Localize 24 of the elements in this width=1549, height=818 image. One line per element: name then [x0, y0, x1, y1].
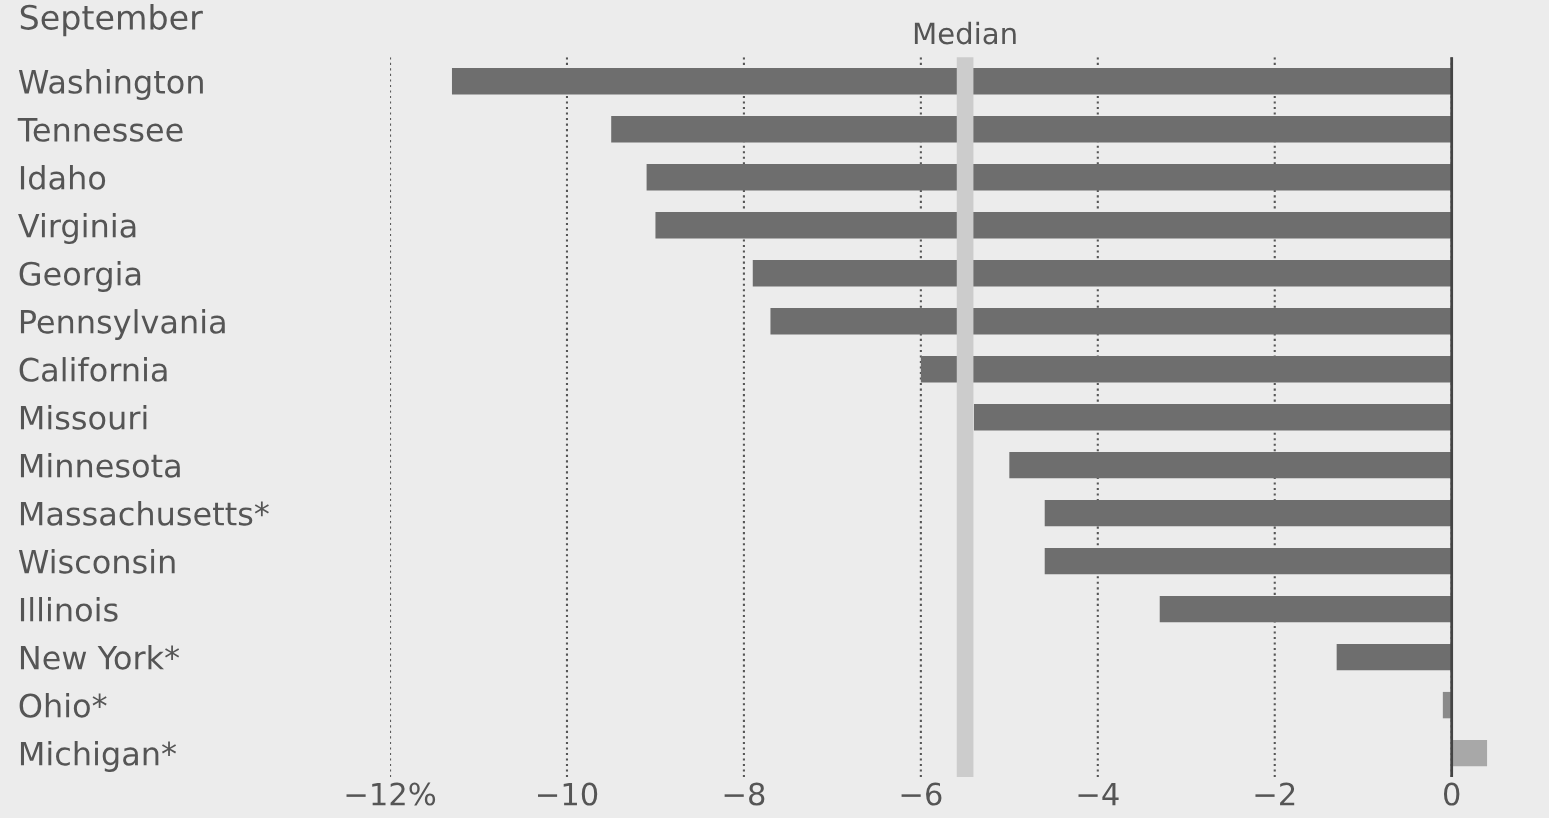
y-tick-label: Massachusetts*: [20, 501, 269, 526]
y-tick-label: Ohio*: [19, 692, 107, 718]
ref-line-label: Median: [914, 21, 1016, 45]
y-tick-label: New York*: [20, 644, 180, 670]
x-tick-label: −6: [901, 782, 942, 806]
x-tick-label: −8: [724, 782, 765, 806]
y-tick-label: Illinois: [20, 597, 118, 622]
y-tick-label: Tennessee: [17, 118, 183, 142]
x-tick-label: 0: [1443, 782, 1460, 806]
y-tick-label: Minnesota: [20, 453, 180, 478]
y-tick-label: Wisconsin: [18, 549, 175, 574]
y-tick-label: Michigan*: [20, 740, 177, 772]
y-tick-label: Washington: [18, 69, 203, 101]
text: September: [20, 4, 203, 37]
y-tick-label: Georgia: [19, 261, 141, 292]
x-tick-label: −12%: [346, 782, 436, 806]
y-tick-label: Virginia: [18, 213, 136, 244]
y-tick-label: Idaho: [20, 165, 106, 190]
y-tick-label: California: [19, 357, 167, 382]
x-tick-label: −4: [1078, 782, 1119, 806]
y-tick-label: Pennsylvania: [20, 309, 225, 340]
y-tick-label: Missouri: [20, 405, 147, 430]
x-tick-label: −2: [1255, 782, 1295, 806]
x-tick-label: −10: [537, 782, 598, 806]
